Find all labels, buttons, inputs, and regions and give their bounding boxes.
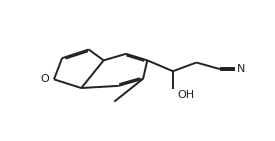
Text: N: N [237,64,246,74]
Text: O: O [40,74,49,84]
Text: OH: OH [178,90,195,100]
